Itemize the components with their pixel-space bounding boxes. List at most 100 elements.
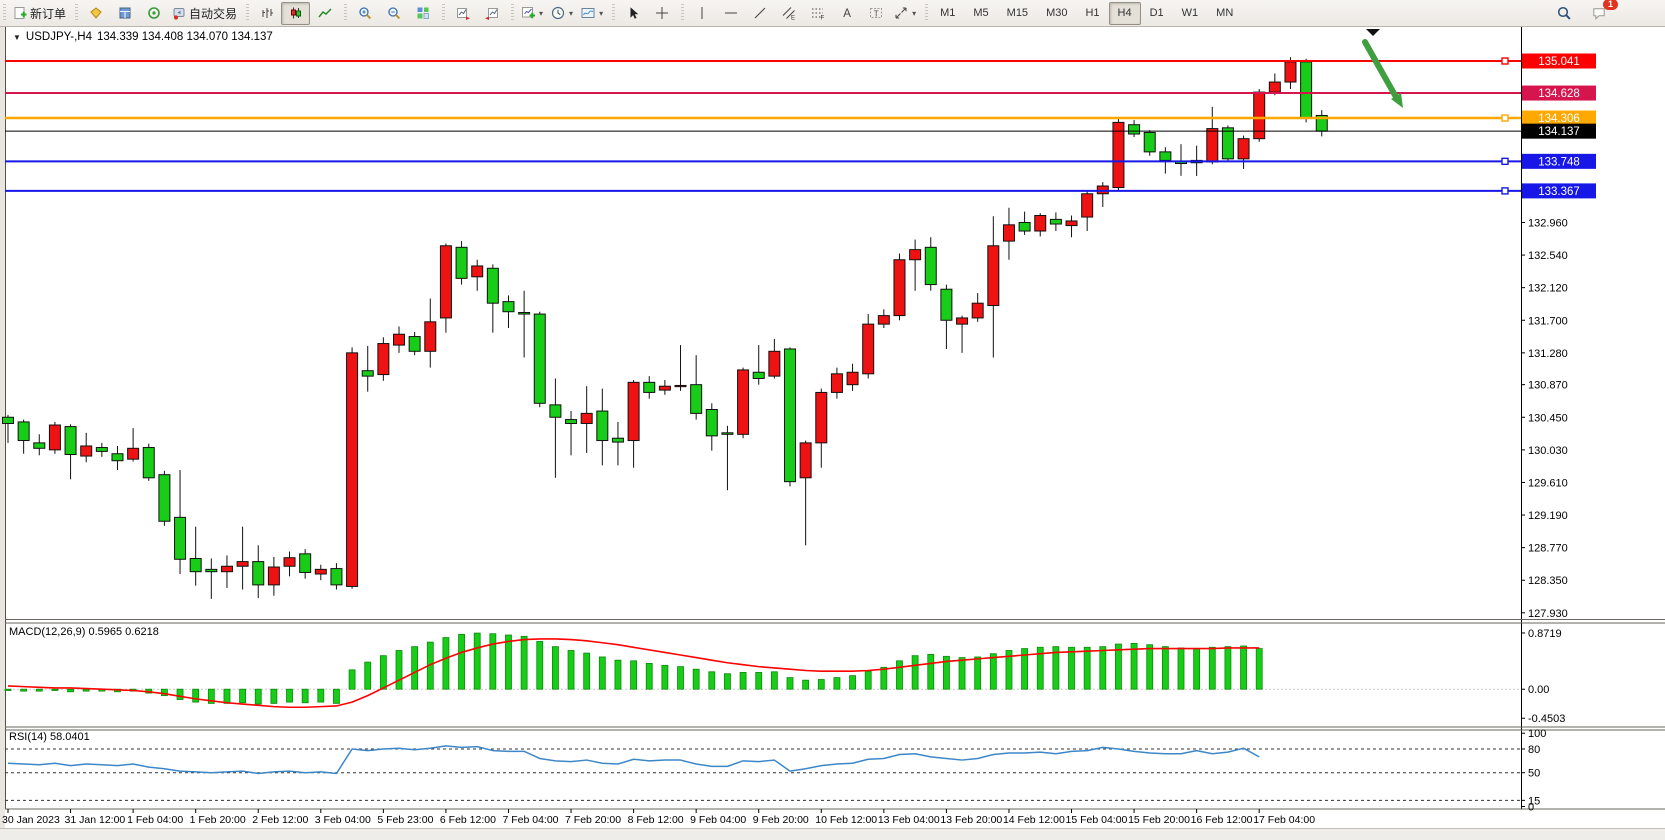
label-button[interactable]: T: [861, 2, 890, 25]
bar-chart-button[interactable]: [252, 2, 281, 25]
chat-button[interactable]: 1: [1584, 0, 1618, 25]
vertical-line-button[interactable]: [687, 2, 716, 25]
shapes-button[interactable]: ▾: [890, 2, 920, 25]
cursor-button[interactable]: [618, 2, 647, 25]
candle: [1128, 124, 1141, 135]
hline-handle[interactable]: [1501, 57, 1509, 65]
tf-h1-label: H1: [1085, 7, 1100, 19]
time-tick-label: 2 Feb 12:00: [252, 814, 308, 826]
candle: [1284, 61, 1297, 83]
rsi-axis-label: 100: [1528, 728, 1546, 740]
trend-arrow[interactable]: [1362, 39, 1399, 100]
macd-histogram-bar: [254, 688, 262, 705]
tf-m5[interactable]: M5: [964, 2, 997, 25]
price-badge-text: 135.041: [1538, 56, 1580, 68]
candle: [471, 265, 484, 278]
horizontal-line-button[interactable]: [716, 2, 745, 25]
linechart-icon: [317, 8, 332, 18]
text-button[interactable]: A: [832, 2, 861, 25]
fibo-icon: F: [811, 8, 824, 20]
candle-chart-button[interactable]: [281, 1, 311, 25]
candle: [1143, 131, 1156, 153]
trend-arrow-head[interactable]: [1391, 93, 1403, 108]
tf-m1-label: M1: [940, 7, 956, 19]
market-watch-button[interactable]: [81, 2, 110, 25]
candle: [111, 453, 124, 462]
candle: [267, 566, 280, 586]
macd-histogram-bar: [20, 688, 28, 692]
macd-signal-line: [7, 638, 1260, 709]
crosshair-button[interactable]: [647, 2, 676, 25]
tf-m15[interactable]: M15: [998, 2, 1037, 25]
time-tick-label: 13 Feb 20:00: [940, 814, 1002, 826]
auto-scroll-button[interactable]: [448, 2, 477, 25]
signals-button[interactable]: [139, 2, 168, 25]
clock-icon: [551, 6, 565, 20]
tf-h4[interactable]: H4: [1108, 1, 1141, 25]
tf-h1[interactable]: H1: [1076, 2, 1108, 25]
candle: [189, 557, 202, 573]
tf-mn[interactable]: MN: [1207, 2, 1242, 25]
macd-histogram-bar: [880, 666, 888, 690]
algo-trading-button[interactable]: 自动交易: [168, 2, 241, 25]
fibonacci-button[interactable]: F: [803, 2, 832, 25]
trendline-button[interactable]: [745, 2, 774, 25]
macd-histogram-bar: [896, 660, 903, 690]
candle: [1049, 218, 1062, 225]
data-window-button[interactable]: [110, 2, 139, 25]
macd-histogram-bar: [583, 652, 591, 690]
collapse-ohlc-icon[interactable]: ▼: [13, 32, 21, 42]
chart-shift-button[interactable]: [477, 2, 506, 25]
macd-histogram-bar: [1130, 643, 1138, 690]
candle: [158, 474, 171, 522]
macd-histogram-bar: [1161, 646, 1169, 690]
macd-histogram-bar: [1099, 646, 1107, 690]
hline-handle[interactable]: [1501, 114, 1509, 122]
tf-w1-label: W1: [1181, 7, 1199, 19]
hline-icon: [724, 12, 737, 14]
macd-histogram-bar: [223, 688, 231, 704]
tf-w1[interactable]: W1: [1173, 2, 1208, 25]
template-button[interactable]: ▾: [577, 2, 607, 25]
tf-d1[interactable]: D1: [1141, 2, 1173, 25]
tile-windows-button[interactable]: [408, 2, 437, 25]
candle: [1206, 128, 1219, 163]
candle: [830, 373, 843, 393]
zoom-in-button[interactable]: [350, 2, 379, 25]
hline-handle[interactable]: [1501, 157, 1509, 166]
macd-histogram-bar: [958, 657, 966, 690]
candle: [721, 432, 734, 435]
price-tick-label: 130.450: [1528, 412, 1568, 424]
svg-text:E: E: [791, 16, 795, 21]
price-badge-text: 133.367: [1538, 186, 1580, 198]
symbol-period-label: USDJPY-,H4: [25, 31, 92, 43]
zoom-out-button[interactable]: [379, 2, 408, 25]
macd-histogram-bar: [270, 688, 278, 704]
new-order-button[interactable]: 新订单: [9, 2, 70, 25]
candle: [862, 323, 875, 375]
candle: [48, 424, 61, 451]
candle: [1221, 127, 1234, 160]
macd-histogram-bar: [552, 646, 559, 690]
macd-histogram-bar: [692, 668, 700, 690]
hline-handle[interactable]: [1501, 187, 1509, 195]
tf-m30[interactable]: M30: [1037, 2, 1076, 25]
tf-mn-label: MN: [1216, 7, 1234, 19]
tf-m1[interactable]: M1: [931, 2, 964, 25]
tf-m5-label: M5: [973, 7, 989, 19]
object-anchor-marker[interactable]: [1366, 29, 1380, 36]
new-chart-button[interactable]: ▾: [517, 2, 547, 25]
macd-indicator-label: MACD(12,26,9) 0.5965 0.6218: [9, 626, 159, 638]
macd-histogram-bar: [35, 688, 43, 692]
price-badge: [1522, 183, 1596, 199]
period-button[interactable]: ▾: [547, 2, 577, 25]
toolbar-group: M1 M5 M15 M30 H1 H4 D1 W1 MN: [922, 0, 1244, 26]
chartshift-icon: [484, 8, 498, 20]
line-chart-button[interactable]: [310, 2, 339, 25]
search-icon: [1557, 6, 1571, 20]
search-button[interactable]: [1549, 2, 1578, 25]
candle: [1096, 185, 1109, 195]
channel-button[interactable]: E: [774, 2, 803, 25]
candle: [236, 561, 249, 567]
